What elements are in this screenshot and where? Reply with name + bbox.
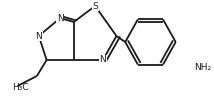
Text: S: S: [92, 1, 98, 11]
Text: N: N: [100, 56, 106, 64]
Text: N: N: [57, 14, 64, 22]
Text: N: N: [36, 32, 42, 41]
Text: H₃C: H₃C: [12, 83, 28, 91]
Text: NH₂: NH₂: [194, 62, 211, 72]
